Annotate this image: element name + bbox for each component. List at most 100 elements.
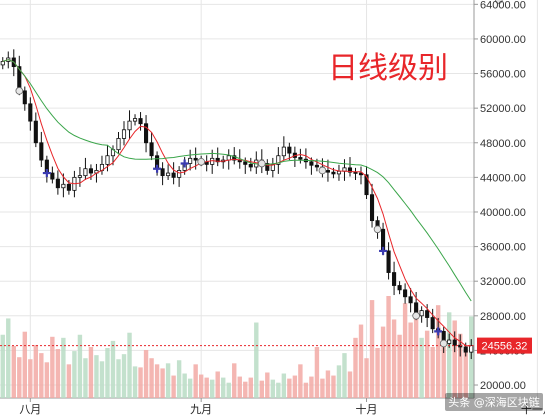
candle bbox=[132, 118, 138, 122]
circle-signal-marker bbox=[373, 225, 382, 234]
y-tick-label: 64000.00 bbox=[480, 0, 526, 11]
x-axis: 八月九月十月十一月十二月 bbox=[19, 398, 545, 416]
volume-bar bbox=[22, 331, 28, 398]
volume-bar bbox=[347, 371, 353, 398]
volume-bar bbox=[198, 374, 204, 398]
volume-bar bbox=[221, 377, 226, 398]
volume-bar bbox=[369, 300, 375, 398]
volume-bar bbox=[375, 348, 380, 398]
volume-bar bbox=[66, 364, 72, 398]
candle bbox=[358, 172, 364, 176]
y-tick-label: 52000.00 bbox=[480, 103, 526, 115]
volume-bar bbox=[110, 340, 116, 398]
volume-bar bbox=[419, 337, 424, 398]
volume-bar bbox=[143, 350, 149, 398]
volume-bar bbox=[287, 378, 292, 398]
y-tick-label: 28000.00 bbox=[480, 311, 526, 323]
x-tick-label: 九月 bbox=[190, 403, 212, 416]
ma5-line bbox=[2, 59, 472, 347]
circle-signal-marker bbox=[15, 87, 24, 95]
volume-bar bbox=[132, 366, 138, 398]
volume-bar bbox=[204, 377, 209, 398]
candle bbox=[347, 167, 353, 173]
volume-bar bbox=[127, 332, 132, 398]
volume-bar bbox=[44, 362, 50, 398]
circle-signal-marker bbox=[318, 166, 327, 175]
volume-bar bbox=[358, 324, 364, 398]
candle bbox=[121, 129, 127, 139]
y-tick-label: 40000.00 bbox=[480, 207, 526, 219]
volume-bar bbox=[121, 354, 127, 398]
volume-bar bbox=[276, 382, 281, 398]
candle bbox=[397, 285, 402, 291]
volume-bar bbox=[116, 359, 121, 398]
candle bbox=[403, 289, 408, 298]
volume-bar bbox=[259, 380, 265, 398]
candle bbox=[50, 172, 55, 180]
volume-bar bbox=[77, 334, 83, 398]
volume-bar bbox=[364, 358, 369, 398]
candle bbox=[425, 310, 430, 318]
candle bbox=[452, 339, 457, 346]
candle bbox=[364, 174, 369, 196]
candle bbox=[463, 346, 468, 353]
volume-bar bbox=[99, 361, 105, 398]
candle bbox=[232, 155, 237, 161]
cross-signal-marker bbox=[153, 164, 162, 173]
volume-bar bbox=[430, 347, 435, 398]
volume-bar bbox=[193, 364, 198, 398]
candle bbox=[336, 170, 342, 175]
circle-signal-marker bbox=[412, 312, 420, 320]
volume-bar bbox=[386, 296, 391, 398]
volume-bar bbox=[331, 375, 336, 398]
y-tick-label: 48000.00 bbox=[480, 138, 526, 150]
candle bbox=[325, 170, 330, 173]
candle bbox=[276, 155, 281, 165]
candle bbox=[28, 103, 33, 122]
candle bbox=[166, 172, 171, 177]
volume-bar bbox=[452, 320, 457, 398]
candle bbox=[386, 250, 391, 273]
y-tick-label: 36000.00 bbox=[480, 242, 526, 254]
volume-bar bbox=[72, 351, 77, 398]
ma20-line bbox=[2, 59, 472, 302]
candle bbox=[248, 163, 253, 168]
circle-signal-marker bbox=[258, 159, 266, 168]
volume-bar bbox=[292, 375, 298, 398]
volume-bar bbox=[458, 333, 463, 398]
volume-bars bbox=[0, 296, 474, 398]
volume-bar bbox=[6, 318, 11, 398]
volume-bar bbox=[353, 337, 358, 398]
volume-bar bbox=[39, 353, 44, 398]
volume-bar bbox=[105, 348, 110, 398]
volume-bar bbox=[248, 377, 253, 398]
volume-bar bbox=[50, 336, 55, 398]
cross-signal-marker bbox=[180, 159, 189, 168]
y-tick-label: 20000.00 bbox=[480, 380, 526, 392]
grid-lines bbox=[0, 0, 538, 399]
candle bbox=[33, 120, 38, 144]
candle bbox=[392, 272, 397, 286]
candle bbox=[193, 157, 198, 161]
candle bbox=[116, 138, 121, 151]
candle bbox=[77, 175, 82, 178]
volume-bar bbox=[154, 364, 160, 398]
price-candles bbox=[0, 49, 474, 360]
watermark-background bbox=[445, 393, 543, 411]
volume-bar bbox=[281, 373, 287, 398]
candle bbox=[298, 157, 303, 160]
volume-bar bbox=[309, 376, 314, 398]
volume-bar bbox=[209, 379, 215, 398]
volume-bar bbox=[187, 378, 193, 398]
circle-signal-marker bbox=[197, 157, 205, 166]
candle bbox=[314, 164, 319, 168]
volume-bar bbox=[463, 349, 468, 398]
volume-bar bbox=[380, 326, 386, 398]
volume-bar bbox=[298, 364, 303, 398]
candle bbox=[171, 172, 176, 178]
watermark: 头条 @深海区块链 bbox=[445, 393, 543, 411]
candle bbox=[66, 183, 71, 191]
chart-annotation: 日线级别 bbox=[328, 51, 448, 86]
y-tick-label: 32000.00 bbox=[480, 276, 526, 288]
candle bbox=[105, 155, 110, 165]
